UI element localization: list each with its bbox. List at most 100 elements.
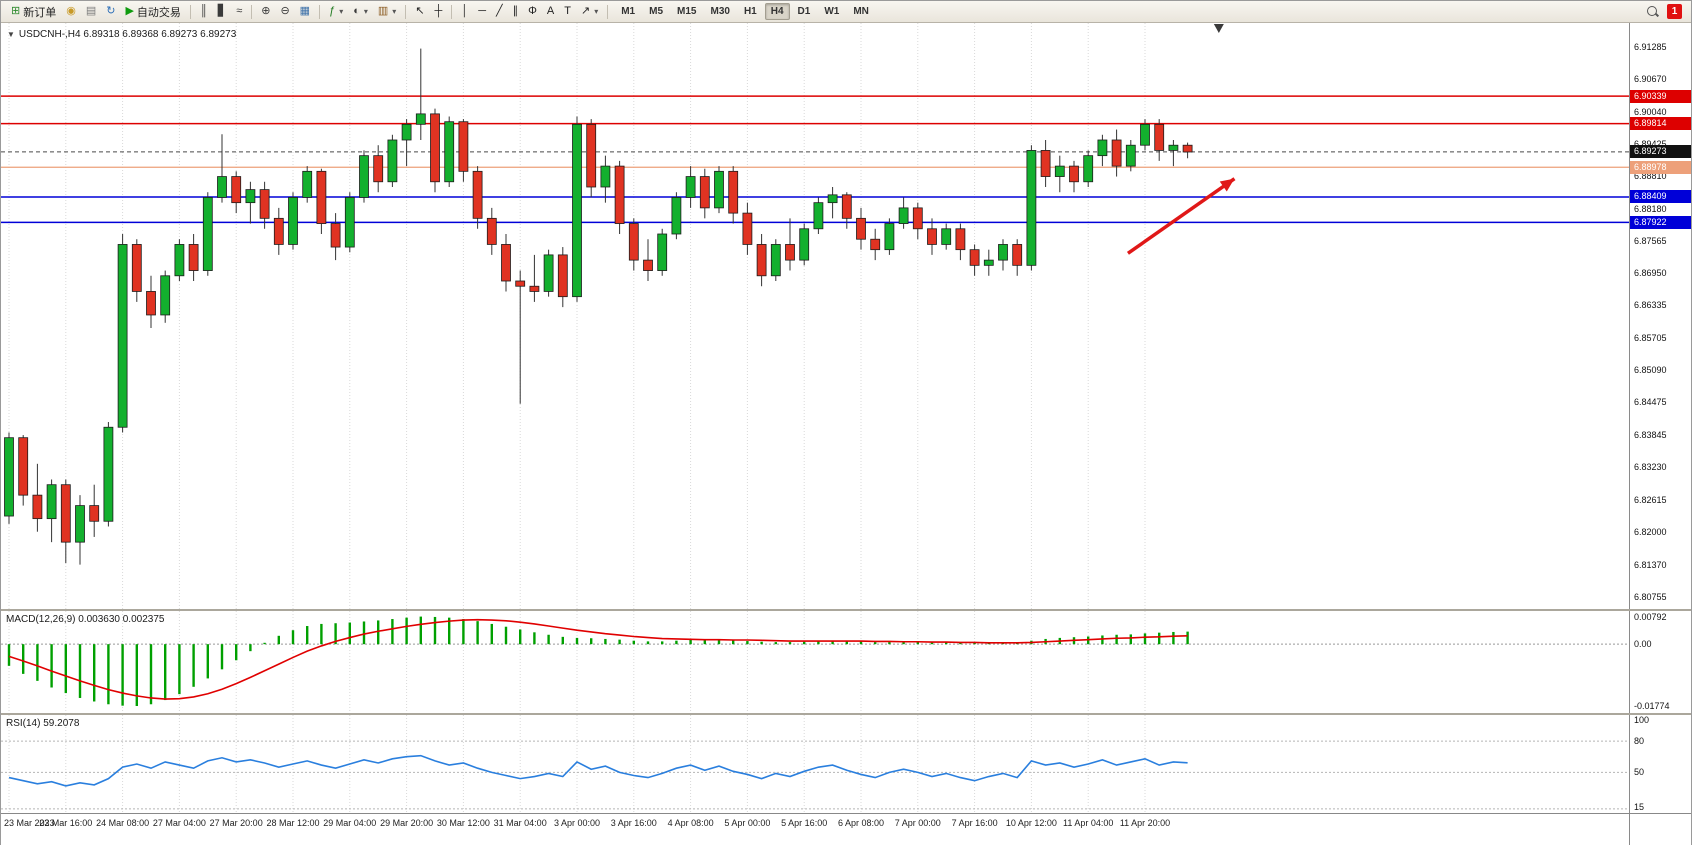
text-label-icon[interactable]: T: [559, 3, 576, 21]
time-axis-label: 28 Mar 12:00: [266, 818, 320, 828]
price-badge-support-1: 6.88409: [1630, 190, 1691, 204]
vertical-line-icon: │: [461, 5, 469, 17]
rsi-canvas[interactable]: [1, 715, 1631, 812]
rsi-axis[interactable]: 100 80 50 15: [1629, 715, 1691, 813]
layout-icon: ▤: [85, 5, 97, 17]
tf-button-H4[interactable]: H4: [764, 3, 790, 20]
trendline-icon[interactable]: ╱: [491, 3, 508, 21]
tf-button-M15[interactable]: M15: [677, 6, 697, 17]
price-badge-orange-level: 6.88978: [1630, 160, 1691, 174]
rsi-pane[interactable]: RSI(14) 59.2078 100 80 50 15: [1, 715, 1691, 814]
candlestick-chart-icon: ▋: [217, 5, 227, 17]
toolbar-separator: [451, 4, 453, 19]
style-lamp-icon[interactable]: ◉: [61, 3, 81, 21]
notifications-badge[interactable]: 1: [1667, 4, 1682, 19]
tf-button-D1[interactable]: D1: [797, 6, 811, 17]
vertical-line-icon[interactable]: │: [456, 3, 473, 21]
time-axis-label: 6 Apr 08:00: [837, 818, 885, 828]
price-axis-label: 6.88810: [1634, 171, 1667, 182]
time-axis[interactable]: 23 Mar 2023 23 Mar 16:00 24 Mar 08:00 27 Ma…: [1, 814, 1691, 845]
candlestick-chart-icon[interactable]: ▋: [213, 3, 231, 21]
price-badge-resistance-1: 6.90339: [1630, 89, 1691, 103]
price-axis-label: 6.86335: [1634, 300, 1667, 311]
macd-axis[interactable]: 0.00792 0.00 -0.01774: [1629, 611, 1691, 713]
horizontal-line-icon[interactable]: ─: [473, 3, 491, 21]
time-axis-label: 23 Mar 2023: [4, 818, 55, 828]
trendline-icon: ╱: [496, 5, 503, 17]
crosshair-icon: ┼: [434, 5, 443, 17]
rsi-axis-label: 80: [1634, 736, 1645, 747]
price-axis-label: 6.80755: [1634, 591, 1667, 602]
zoom-in-icon[interactable]: ⊕: [256, 3, 275, 21]
macd-pane[interactable]: MACD(12,26,9) 0.003630 0.002375 0.00792 0…: [1, 611, 1691, 715]
equidistant-channel-icon[interactable]: ∥: [508, 3, 524, 21]
tf-button-M1[interactable]: M1: [621, 6, 636, 17]
price-badge-resistance-2: 6.89814: [1630, 117, 1691, 131]
arrows-tool-icon: ↗: [580, 5, 591, 17]
price-axis-label: 6.84475: [1634, 397, 1667, 408]
timeframe-bar: M1 M5 M15 M30 H1 H4 D1 W1 MN: [614, 3, 876, 20]
chart-title-text: USDCNH-,H4 6.89318 6.89368 6.89273 6.892…: [18, 29, 237, 40]
time-axis-label: 31 Mar 04:00: [493, 818, 547, 828]
price-axis-label: 6.89425: [1634, 138, 1667, 149]
search-icon[interactable]: [1646, 5, 1659, 18]
time-axis-label: 5 Apr 16:00: [781, 818, 828, 828]
price-axis-label: 6.83845: [1634, 430, 1667, 441]
bar-chart-icon[interactable]: ║: [195, 3, 213, 21]
cursor-icon[interactable]: ↖: [410, 3, 429, 21]
indicators-icon[interactable]: ƒ ▾: [324, 3, 348, 21]
arrows-tool-icon[interactable]: ↗ ▾: [576, 3, 603, 21]
time-axis-corner: [1629, 814, 1691, 845]
time-axis-label: 7 Apr 16:00: [951, 818, 998, 828]
macd-canvas[interactable]: [1, 611, 1631, 713]
price-axis-label: 6.82615: [1634, 494, 1667, 505]
new-order-icon: ⊞: [11, 5, 21, 17]
price-axis-label: 6.87565: [1634, 236, 1667, 247]
fibonacci-icon: Φ: [528, 5, 537, 17]
tf-button-M30[interactable]: M30: [710, 6, 730, 17]
templates-icon[interactable]: ▥ ▾: [373, 3, 401, 21]
cursor-icon: ↖: [415, 5, 425, 17]
indicators-icon: ƒ: [329, 5, 336, 17]
price-axis-label: 6.82000: [1634, 526, 1667, 537]
text-label-icon: T: [564, 5, 571, 17]
auto-trading-button[interactable]: ▶ 自动交易: [120, 3, 185, 21]
time-axis-label: 11 Apr 04:00: [1063, 818, 1114, 828]
fibonacci-icon[interactable]: Φ: [523, 3, 542, 21]
price-axis-label: 6.85090: [1634, 365, 1667, 376]
macd-label: MACD(12,26,9) 0.003630 0.002375: [6, 614, 165, 625]
bar-chart-icon: ║: [199, 5, 208, 17]
tf-button-H1[interactable]: H1: [743, 6, 757, 17]
time-axis-label: 29 Mar 04:00: [323, 818, 377, 828]
line-chart-icon[interactable]: ≈: [231, 3, 247, 21]
time-axis-label: 3 Apr 00:00: [553, 818, 601, 828]
price-badge-support-2: 6.87922: [1630, 215, 1691, 229]
price-axis-label: 6.85705: [1634, 333, 1667, 344]
price-axis[interactable]: 6.91285 6.90670 6.90040 6.89425 6.88810 6.881…: [1629, 23, 1691, 609]
time-axis-label: 10 Apr 12:00: [1005, 818, 1057, 828]
vertical-gridlines: [8, 23, 1146, 609]
main-chart-pane[interactable]: ▼ USDCNH-,H4 6.89318 6.89368 6.89273 6.8…: [1, 23, 1691, 611]
tile-windows-icon[interactable]: ▦: [295, 3, 315, 21]
time-axis-label: 29 Mar 20:00: [380, 818, 434, 828]
time-axis-label: 7 Apr 00:00: [894, 818, 941, 828]
zoom-out-icon[interactable]: ⊖: [275, 3, 294, 21]
trend-arrow-annotation[interactable]: [1126, 177, 1236, 255]
chart-shift-marker[interactable]: [1213, 24, 1224, 33]
main-chart-canvas[interactable]: [1, 23, 1631, 609]
tf-button-M5[interactable]: M5: [649, 6, 664, 17]
new-order-button[interactable]: ⊞ 新订单: [6, 3, 61, 21]
layout-icon[interactable]: ▤: [81, 3, 101, 21]
one-click-trading-arrow-icon[interactable]: ▼: [7, 30, 15, 39]
text-icon[interactable]: A: [542, 3, 559, 21]
tf-button-W1[interactable]: W1: [824, 6, 840, 17]
refresh-icon[interactable]: ↻: [101, 3, 120, 21]
tf-button-MN[interactable]: MN: [853, 6, 869, 17]
time-axis-label: 24 Mar 08:00: [96, 818, 150, 828]
horizontal-line-icon: ─: [478, 5, 486, 17]
periods-icon: ◐: [353, 5, 360, 17]
periods-icon[interactable]: ◐ ▾: [348, 3, 373, 21]
time-axis-label: 27 Mar 04:00: [152, 818, 206, 828]
crosshair-icon[interactable]: ┼: [430, 3, 448, 21]
time-axis-label: 5 Apr 00:00: [724, 818, 771, 828]
